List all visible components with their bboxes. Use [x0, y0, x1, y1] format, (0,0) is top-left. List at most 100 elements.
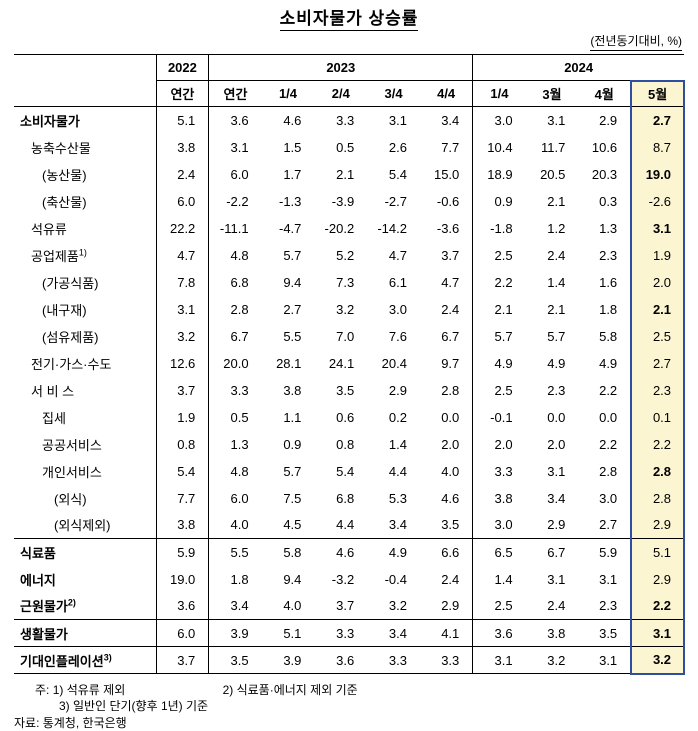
- value-cell: 2.7: [599, 517, 618, 533]
- value-cell: -0.1: [490, 409, 513, 425]
- value-cell: 12.6: [156, 349, 210, 377]
- value-cell: 4.9: [367, 538, 420, 566]
- value-cell: 2.3: [599, 598, 618, 614]
- value-cell: 20.0: [223, 355, 249, 371]
- value-cell: 5.4: [388, 166, 407, 182]
- col-2023-q3: 3/4: [367, 80, 420, 107]
- value-cell: 18.9: [487, 166, 513, 182]
- value-cell: 2.1: [494, 301, 513, 317]
- value-cell: 5.7: [283, 247, 302, 263]
- value-cell: 0.6: [336, 409, 355, 425]
- value-cell: 3.4: [419, 106, 474, 134]
- value-cell: 0.9: [283, 436, 302, 452]
- value-cell: 5.1: [261, 619, 315, 647]
- value-cell: 4.9: [599, 355, 618, 371]
- value-cell: 3.7: [336, 598, 355, 614]
- page-title-text: 소비자물가 상승률: [279, 4, 419, 31]
- table-row: 소비자물가 5.1 3.6 4.6 3.3 3.1 3.4 3.0 3.1 2.9 2.7: [14, 106, 686, 134]
- footnote-2: 2) 식료품·에너지 제외 기준: [222, 682, 358, 697]
- value-cell: 5.7: [283, 463, 302, 479]
- year-2024-header: 2024: [472, 54, 685, 81]
- value-cell: 3.8: [156, 511, 210, 539]
- table-row: (섬유제품) 3.2 6.7 5.5 7.0 7.6 6.7 5.7 5.7 5.8 2.5: [14, 322, 686, 350]
- value-cell: 0.8: [156, 430, 210, 458]
- value-cell: 8.7: [630, 133, 686, 161]
- value-cell: 3.7: [156, 376, 210, 404]
- value-cell: 2.9: [630, 565, 686, 593]
- value-cell: 28.1: [276, 355, 302, 371]
- value-cell: 1.4: [494, 571, 513, 587]
- value-cell: 2.3: [547, 382, 566, 398]
- value-cell: 3.1: [547, 571, 566, 587]
- value-cell: 1.4: [388, 436, 407, 452]
- year-header-row: 2022 2023 2024: [14, 54, 685, 107]
- value-cell: 2.8: [630, 484, 686, 512]
- value-cell: 3.0: [494, 517, 513, 533]
- value-cell: 5.3: [388, 490, 407, 506]
- value-cell: 3.8: [494, 490, 513, 506]
- value-cell: 3.1: [599, 571, 618, 587]
- value-cell: 5.8: [261, 538, 315, 566]
- value-cell: 5.4: [156, 457, 210, 485]
- table-row: 기대인플레이션3) 3.7 3.5 3.9 3.6 3.3 3.3 3.1 3.2 3.1 3.2: [14, 646, 686, 675]
- value-cell: 5.9: [156, 538, 210, 566]
- table-row: 근원물가2) 3.6 3.4 4.0 3.7 3.2 2.9 2.5 2.4 2.3 2.2: [14, 592, 686, 620]
- value-cell: 3.6: [156, 592, 210, 620]
- value-cell: 3.3: [314, 619, 368, 647]
- value-cell: 2.2: [599, 436, 618, 452]
- row-label: (외식): [14, 484, 157, 512]
- table-row: 전기·가스·수도 12.6 20.0 28.1 24.1 20.4 9.7 4.9 4.9 4.9…: [14, 349, 686, 377]
- value-cell: 4.0: [283, 598, 302, 614]
- year-2022-header: 2022: [156, 54, 210, 81]
- year-2023-header: 2023: [208, 54, 474, 81]
- value-cell: 2.1: [630, 295, 686, 323]
- value-cell: 2.4: [419, 565, 474, 593]
- value-cell: 6.8: [336, 490, 355, 506]
- value-cell: 10.6: [591, 139, 618, 155]
- value-cell: 2.3: [630, 376, 686, 404]
- value-cell: 0.5: [230, 409, 249, 425]
- value-cell: 9.4: [283, 274, 302, 290]
- value-cell: 6.6: [419, 538, 474, 566]
- table-row: 식료품 5.9 5.5 5.8 4.6 4.9 6.6 6.5 6.7 5.9 5.1: [14, 538, 686, 566]
- value-cell: 1.3: [230, 436, 249, 452]
- value-cell: 3.1: [630, 214, 686, 242]
- table-row: (외식제외) 3.8 4.0 4.5 4.4 3.4 3.5 3.0 2.9 2.7 2.9: [14, 511, 686, 539]
- value-cell: 3.1: [230, 139, 249, 155]
- value-cell: 2.2: [599, 382, 618, 398]
- value-cell: -2.7: [384, 193, 407, 209]
- value-cell: 2.7: [630, 349, 686, 377]
- value-cell: 2.9: [599, 112, 618, 128]
- value-cell: 0.3: [599, 193, 618, 209]
- value-cell: 3.1: [156, 295, 210, 323]
- value-cell: 0.2: [388, 409, 407, 425]
- value-cell: 3.1: [547, 463, 566, 479]
- value-cell: 6.8: [230, 274, 249, 290]
- value-cell: 6.0: [156, 619, 210, 647]
- value-cell: 3.4: [388, 517, 407, 533]
- value-cell: 9.4: [283, 571, 302, 587]
- value-cell: 7.7: [419, 133, 474, 161]
- value-cell: 20.5: [540, 166, 566, 182]
- value-cell: 3.3: [336, 112, 355, 128]
- value-cell: 2.7: [283, 301, 302, 317]
- value-cell: 2.0: [494, 436, 513, 452]
- cpi-table: 2022 2023 2024 연간 연간 1/4 2/4 3/4 4/4 1/4…: [14, 54, 686, 675]
- value-cell: 4.0: [230, 517, 249, 533]
- row-label: (내구재): [14, 295, 157, 323]
- value-cell: 1.5: [283, 139, 302, 155]
- value-cell: 1.3: [599, 220, 618, 236]
- row-label: 기대인플레이션3): [14, 646, 157, 674]
- col-2024-q1: 1/4: [472, 80, 526, 107]
- value-cell: -4.7: [278, 220, 302, 236]
- value-cell: 0.5: [336, 139, 355, 155]
- row-label: 서 비 스: [14, 376, 157, 404]
- value-cell: 3.5: [208, 646, 262, 674]
- value-cell: 5.5: [208, 538, 262, 566]
- footnotes: 주: 1) 석유류 제외 2) 식료품·에너지 제외 기준 3) 일반인 단기(…: [14, 682, 684, 731]
- row-label: 근원물가2): [14, 592, 157, 620]
- row-label: 소비자물가: [14, 106, 157, 134]
- row-label: 식료품: [14, 538, 157, 566]
- value-cell: 3.8: [283, 382, 302, 398]
- row-label: (섬유제품): [14, 322, 157, 350]
